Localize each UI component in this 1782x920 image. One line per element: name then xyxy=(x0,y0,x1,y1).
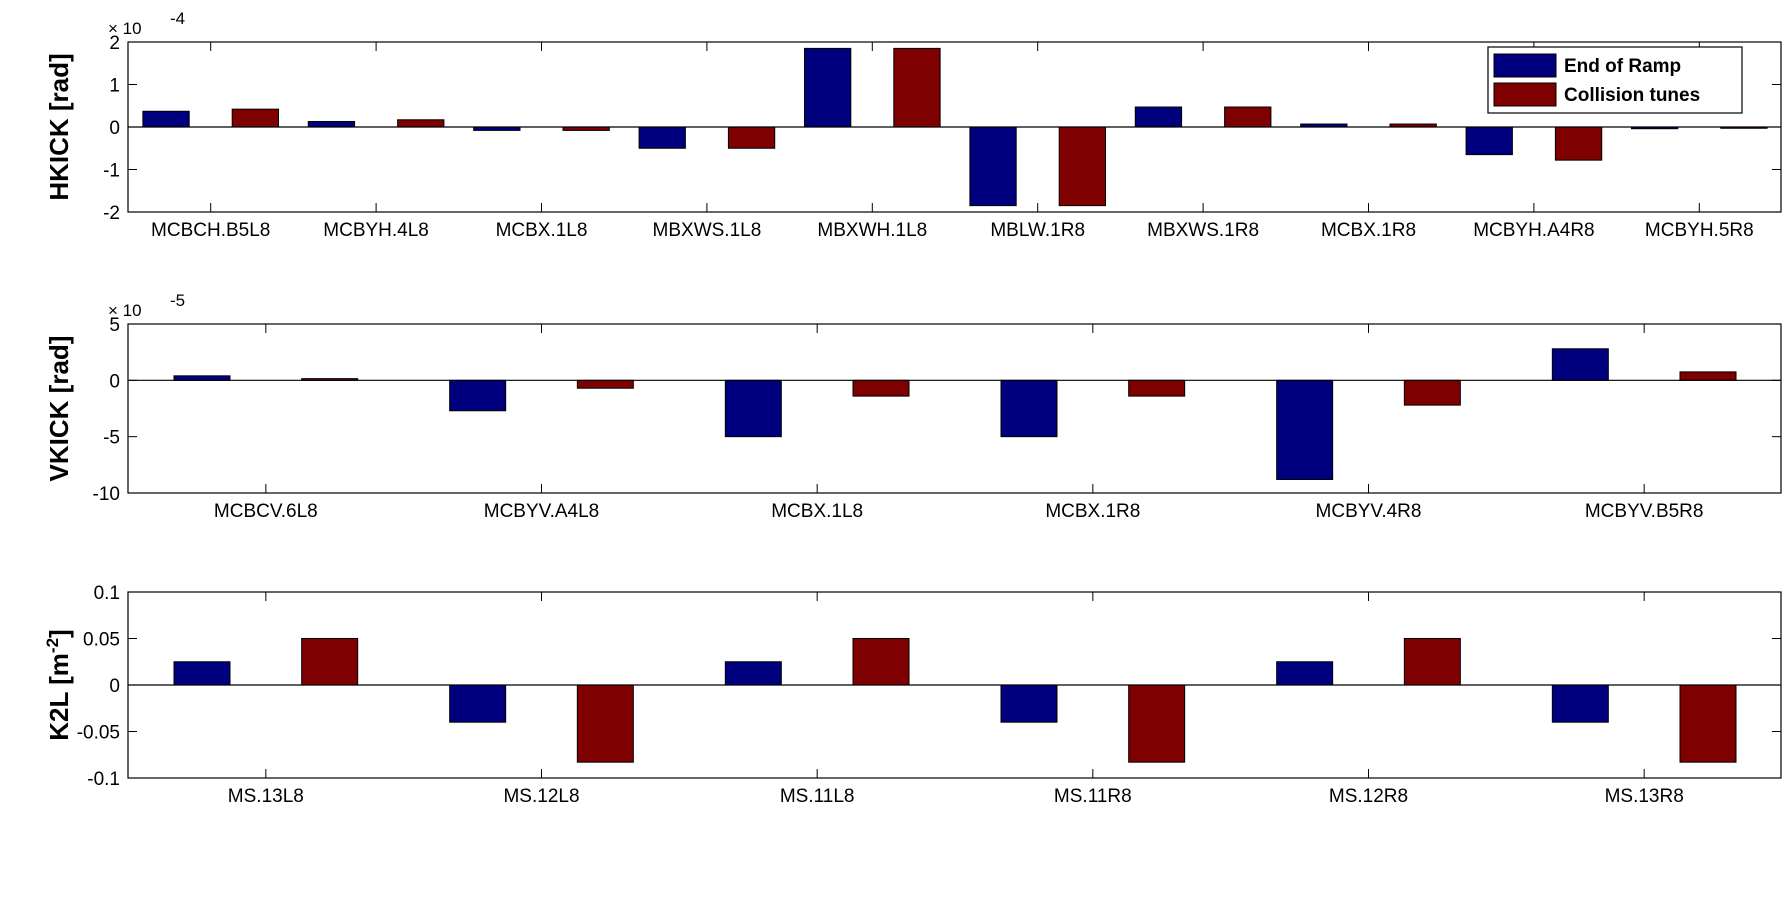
bar-collision-tunes xyxy=(1403,638,1461,686)
bar-collision-tunes xyxy=(1128,684,1186,763)
x-category-label: MS.12R8 xyxy=(1329,786,1408,807)
x-category-label: MBXWS.1R8 xyxy=(1147,220,1259,241)
y-tick-label: 1 xyxy=(109,76,120,97)
x-category-label: MBXWS.1L8 xyxy=(653,220,762,241)
x-category-label: MCBX.1L8 xyxy=(496,220,588,241)
bar-end-of-ramp xyxy=(449,684,507,723)
y-tick-label: -1 xyxy=(103,161,120,182)
y-tick-label: 0 xyxy=(109,118,120,139)
x-category-label: MS.11R8 xyxy=(1054,786,1132,807)
y-tick-label: 0.05 xyxy=(83,630,120,651)
bar-collision-tunes xyxy=(1403,379,1461,406)
bar-end-of-ramp xyxy=(1134,106,1183,128)
y-tick-label: -5 xyxy=(103,428,120,449)
x-category-label: MCBX.1L8 xyxy=(771,501,863,522)
bar-collision-tunes xyxy=(727,126,776,149)
bar-collision-tunes xyxy=(852,379,910,397)
bar-end-of-ramp xyxy=(173,661,231,686)
y-axis-label-end: ] xyxy=(44,629,74,638)
y-axis-label-superscript: -2 xyxy=(43,638,62,653)
bar-collision-tunes xyxy=(1058,126,1107,207)
bar-end-of-ramp xyxy=(638,126,686,149)
bar-collision-tunes xyxy=(576,684,634,763)
bar-collision-tunes xyxy=(1128,379,1186,397)
bar-collision-tunes xyxy=(1679,371,1737,381)
bar-collision-tunes xyxy=(1679,684,1737,763)
bar-end-of-ramp xyxy=(803,47,852,128)
bar-end-of-ramp xyxy=(1551,684,1609,723)
y-tick-label: 0 xyxy=(109,371,120,392)
legend-swatch xyxy=(1493,82,1557,107)
x-category-label: MCBYV.B5R8 xyxy=(1585,501,1704,522)
chart-panel-3: -0.1 -0.05 0 0.05 0.1 K2L [m-2] MS.13L8 MS.12L8… xyxy=(43,583,1782,807)
x-category-label: MBXWH.1L8 xyxy=(817,220,927,241)
y-tick-label: -2 xyxy=(103,203,120,224)
bar-collision-tunes xyxy=(1224,106,1272,128)
y-tick-label: 2 xyxy=(109,33,120,54)
bar-end-of-ramp xyxy=(969,126,1017,207)
bar-collision-tunes xyxy=(852,638,910,686)
x-category-label: MCBX.1R8 xyxy=(1321,220,1416,241)
x-category-label: MS.11L8 xyxy=(780,786,855,807)
bar-collision-tunes xyxy=(893,47,941,128)
axes-frame xyxy=(127,323,1782,494)
bar-collision-tunes xyxy=(397,119,445,128)
y-exponent-label: × 10 xyxy=(108,19,142,38)
x-category-label: MCBYV.4R8 xyxy=(1316,501,1422,522)
x-category-label: MS.13R8 xyxy=(1605,786,1684,807)
x-category-label: MCBCH.B5L8 xyxy=(151,220,270,241)
bar-end-of-ramp xyxy=(1000,684,1058,723)
bar-end-of-ramp xyxy=(307,120,356,128)
legend: End of Ramp Collision tunes xyxy=(1487,46,1743,114)
bar-end-of-ramp xyxy=(1000,379,1058,438)
y-exponent-power: -4 xyxy=(170,9,185,28)
legend-label: End of Ramp xyxy=(1564,56,1681,77)
x-category-label: MCBX.1R8 xyxy=(1045,501,1140,522)
y-tick-label: 0.1 xyxy=(94,583,120,604)
x-category-label: MCBYH.A4R8 xyxy=(1473,220,1594,241)
bar-end-of-ramp xyxy=(449,379,507,412)
bar-collision-tunes xyxy=(1554,126,1603,161)
y-tick-label: 5 xyxy=(109,315,120,336)
bar-end-of-ramp xyxy=(724,379,782,438)
x-category-label: MBLW.1R8 xyxy=(990,220,1085,241)
bar-end-of-ramp xyxy=(173,375,231,381)
y-axis-label: K2L [m-2] xyxy=(43,629,74,740)
bar-end-of-ramp xyxy=(1465,126,1513,156)
y-tick-label: -0.05 xyxy=(77,723,120,744)
x-category-label: MCBYH.4L8 xyxy=(323,220,429,241)
bar-collision-tunes xyxy=(231,108,280,128)
x-category-label: MS.12L8 xyxy=(503,786,579,807)
x-category-label: MCBYV.A4L8 xyxy=(484,501,599,522)
chart-panel-2: -10 -5 0 5× 10 -5 VKICK [rad] MCBCV.6L8 MCBYV.A… xyxy=(44,291,1782,522)
x-category-label: MS.13L8 xyxy=(228,786,304,807)
bar-end-of-ramp xyxy=(1551,348,1609,381)
x-category-label: MCBYH.5R8 xyxy=(1645,220,1754,241)
legend-swatch xyxy=(1493,53,1557,78)
y-axis-label: HKICK [rad] xyxy=(44,53,74,200)
bar-collision-tunes xyxy=(301,638,359,686)
x-category-label: MCBCV.6L8 xyxy=(214,501,318,522)
y-tick-label: -10 xyxy=(93,484,120,505)
bar-end-of-ramp xyxy=(142,110,190,128)
y-exponent-power: -5 xyxy=(170,291,185,310)
bar-end-of-ramp xyxy=(1276,379,1334,480)
bar-collision-tunes xyxy=(576,379,634,389)
bar-end-of-ramp xyxy=(724,661,782,686)
legend-label: Collision tunes xyxy=(1564,85,1700,106)
y-tick-label: -0.1 xyxy=(87,769,120,790)
bar-end-of-ramp xyxy=(1276,661,1334,686)
y-tick-label: 0 xyxy=(109,676,120,697)
chart-panel-1: -2 -1 0 1 2× 10 -4 HKICK [rad] MCBCH.B5L8 MCBYH.… xyxy=(44,9,1782,241)
y-exponent-label: × 10 xyxy=(108,301,142,320)
y-axis-label: VKICK [rad] xyxy=(44,336,74,482)
